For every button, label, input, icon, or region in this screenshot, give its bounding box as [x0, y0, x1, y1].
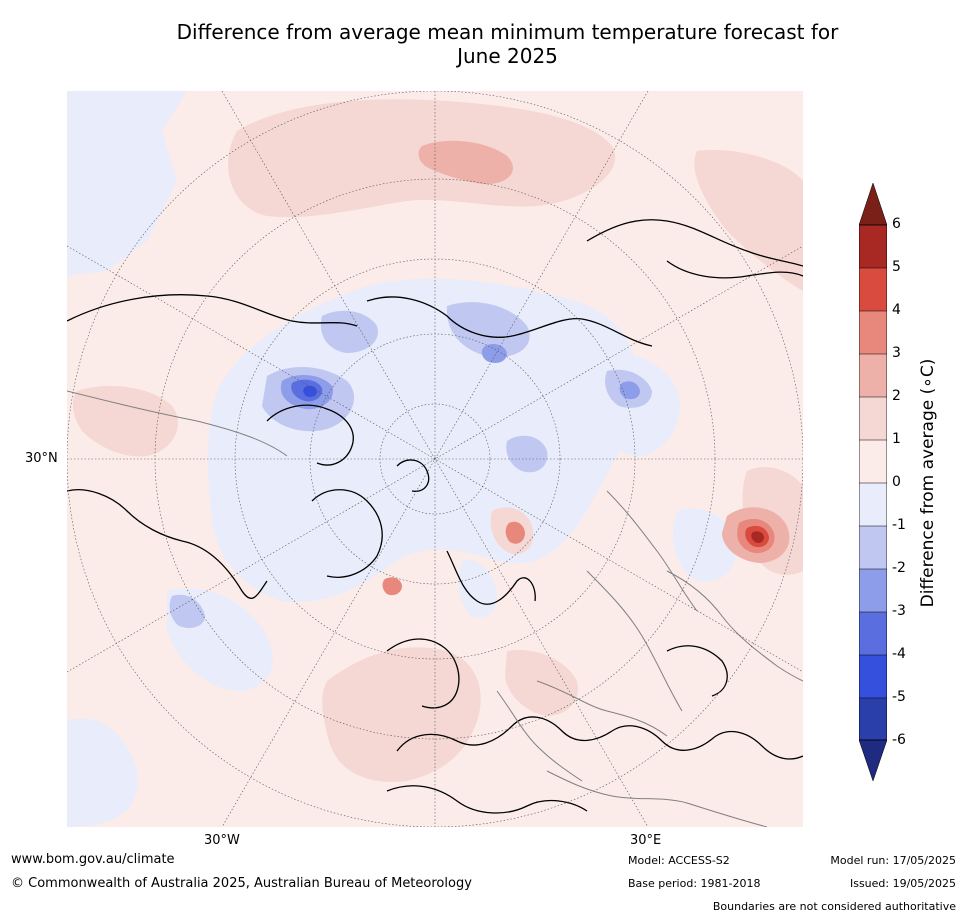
colorbar-band-4-5: [859, 268, 887, 311]
colorbar-tick-0: 0: [892, 474, 901, 490]
colorbar-tick-neg6: -6: [892, 732, 906, 748]
colorbar-extend-top: [858, 182, 888, 226]
anomaly-zone-warm-north-pacific-core: [418, 140, 513, 185]
colorbar-band-neg5-neg4: [859, 655, 887, 698]
anomaly-zone-warm-iceland: [382, 577, 402, 596]
colorbar-band-5-6: [859, 225, 887, 268]
colorbar-tick-3: 3: [892, 345, 901, 361]
colorbar-tick-1: 1: [892, 431, 901, 447]
colorbar-tick-neg1: -1: [892, 517, 906, 533]
anomaly-zone-neg-southwest: [67, 718, 138, 827]
colorbar-tick-4: 4: [892, 302, 901, 318]
anomaly-zone-warm-ural-core: [505, 521, 525, 544]
colorbar-band-neg1-0: [859, 483, 887, 526]
anomaly-zone-neg-arctic: [208, 278, 638, 602]
anomaly-zone-hot-4: [751, 531, 764, 543]
lat-label-30n: 30°N: [25, 451, 58, 466]
anomaly-zone-cold-strong-5: [481, 344, 507, 363]
colorbar-extend-bottom: [858, 739, 888, 782]
chart-title: Difference from average mean minimum tem…: [0, 20, 965, 68]
coastlines: [67, 219, 803, 814]
footer-model: Model: ACCESS-S2: [628, 854, 730, 867]
colorbar-band-neg2-neg1: [859, 526, 887, 569]
anomaly-zone-warm-east: [694, 150, 803, 291]
anomaly-zone-warm-atlantic: [322, 647, 481, 782]
polar-map[interactable]: [67, 91, 803, 827]
anomaly-zone-cold-6: [506, 435, 548, 473]
colorbar-tick-neg4: -4: [892, 646, 906, 662]
title-line-1: Difference from average mean minimum tem…: [176, 20, 839, 44]
anomaly-zone-cold-5: [169, 594, 205, 628]
colorbar-tick-neg3: -3: [892, 603, 906, 619]
colorbar-band-neg4-neg3: [859, 612, 887, 655]
footer-base-period: Base period: 1981-2018: [628, 877, 761, 890]
colorbar-tick-neg2: -2: [892, 560, 906, 576]
footer-disclaimer: Boundaries are not considered authoritat…: [712, 900, 956, 913]
footer-model-run: Model run: 17/05/2025: [830, 854, 956, 867]
footer-copyright: © Commonwealth of Australia 2025, Austra…: [11, 876, 472, 891]
lon-label-30e: 30°E: [630, 833, 662, 848]
anomaly-zone-cold-2: [320, 310, 378, 353]
colorbar-tick-neg5: -5: [892, 689, 906, 705]
colorbar-band-1-2: [859, 397, 887, 440]
colorbar: [858, 182, 888, 782]
colorbar-tick-2: 2: [892, 388, 901, 404]
anomaly-zone-neg-china: [673, 508, 738, 582]
colorbar-band-neg3-neg2: [859, 569, 887, 612]
anomaly-zone-warm-west: [72, 386, 178, 457]
colorbar-tick-5: 5: [892, 259, 901, 275]
colorbar-tick-6: 6: [892, 216, 901, 232]
colorbar-band-3-4: [859, 311, 887, 354]
footer-issued: Issued: 19/05/2025: [849, 877, 956, 890]
graticule: [67, 91, 803, 827]
colorbar-band-0-1: [859, 440, 887, 483]
colorbar-band-2-3: [859, 354, 887, 397]
colorbar-band-neg6-neg5: [859, 698, 887, 740]
anomaly-zone-neg-pacific: [67, 91, 187, 276]
title-line-2: June 2025: [457, 44, 558, 68]
map-panel[interactable]: [67, 91, 803, 827]
anomaly-zone-cold-3: [446, 302, 530, 358]
anomaly-zone-neg-scandinavia: [458, 560, 498, 618]
colorbar-title: Difference from average (∘C): [918, 358, 938, 608]
footer-website[interactable]: www.bom.gov.au/climate: [11, 852, 175, 867]
lon-label-30w: 30°W: [204, 833, 240, 848]
country-borders: [67, 390, 803, 827]
